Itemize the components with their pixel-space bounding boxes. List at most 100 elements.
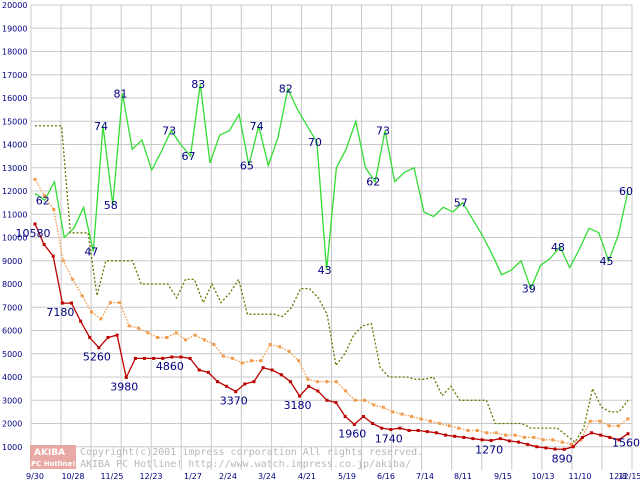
series-point-3 <box>325 398 329 402</box>
y-tick-label: 13000 <box>2 164 27 173</box>
x-tick-label: 6/16 <box>377 472 395 480</box>
akiba-logo-top: AKIBA <box>34 448 65 458</box>
series-point-2 <box>202 338 206 342</box>
series-point-2 <box>551 438 555 442</box>
series-point-3 <box>179 355 183 359</box>
data-label: 62 <box>366 176 380 189</box>
series-point-3 <box>462 435 466 439</box>
x-tick-label: 12/15 <box>618 472 640 480</box>
series-point-2 <box>560 440 564 444</box>
series-point-2 <box>372 403 376 407</box>
series-point-3 <box>79 319 83 323</box>
y-tick-label: 8000 <box>2 280 22 289</box>
series-point-2 <box>541 438 545 442</box>
series-point-3 <box>69 301 73 305</box>
series-point-2 <box>588 419 592 423</box>
series-point-2 <box>494 431 498 435</box>
series-point-3 <box>288 380 292 384</box>
series-point-2 <box>475 428 479 432</box>
series-line-1 <box>35 125 629 444</box>
series-point-2 <box>127 324 131 328</box>
data-label: 3370 <box>220 395 248 408</box>
series-point-2 <box>381 405 385 409</box>
series-point-3 <box>626 432 630 436</box>
y-tick-label: 19000 <box>2 24 27 33</box>
series-point-2 <box>42 194 46 198</box>
chart-data-labels: 62 47 74 58 81 73 67 83 65 74 82 70 43 62 73 57 39 48 45 60… <box>16 78 640 465</box>
data-label: 5260 <box>83 351 111 364</box>
series-point-2 <box>146 331 150 335</box>
series-point-3 <box>60 301 64 305</box>
akiba-logo-bottom: PC Hotline! <box>31 460 75 468</box>
series-point-3 <box>498 437 502 441</box>
y-tick-label: 2000 <box>2 420 22 429</box>
y-tick-label: 9000 <box>2 257 22 266</box>
y-tick-label: 4000 <box>2 373 22 382</box>
data-label: 73 <box>162 125 176 138</box>
series-point-3 <box>215 380 219 384</box>
y-tick-label: 16000 <box>2 94 27 103</box>
series-point-3 <box>526 442 530 446</box>
data-label: 62 <box>36 194 50 207</box>
series-point-3 <box>599 433 603 437</box>
data-label: 65 <box>240 159 254 172</box>
data-label: 10580 <box>16 227 51 240</box>
series-line-2 <box>34 179 629 446</box>
data-label: 43 <box>318 264 332 277</box>
series-point-2 <box>447 424 451 428</box>
series-point-2 <box>626 417 630 421</box>
data-label: 890 <box>552 452 573 465</box>
site-url-line: AKIBA PC Hotline! http://www.watch.impre… <box>80 459 411 470</box>
series-point-2 <box>231 356 235 360</box>
series-point-2 <box>278 345 282 349</box>
x-tick-label: 11/10 <box>568 472 591 480</box>
data-label: 83 <box>191 78 205 91</box>
data-label: 81 <box>113 87 127 100</box>
data-label: 1560 <box>612 437 640 450</box>
y-tick-label: 15000 <box>2 117 27 126</box>
series-point-2 <box>89 310 93 314</box>
series-point-3 <box>553 447 557 451</box>
x-tick-label: 10/13 <box>531 472 554 480</box>
series-point-3 <box>617 438 621 442</box>
series-point-3 <box>133 356 137 360</box>
y-tick-label: 14000 <box>2 141 27 150</box>
series-point-3 <box>252 380 256 384</box>
y-tick-label: 18000 <box>2 48 27 57</box>
series-point-2 <box>137 326 141 330</box>
series-point-3 <box>115 333 119 337</box>
series-point-2 <box>155 335 159 339</box>
series-point-2 <box>522 435 526 439</box>
series-point-3 <box>152 356 156 360</box>
data-label: 7180 <box>46 306 74 319</box>
series-point-3 <box>453 434 457 438</box>
series-point-2 <box>99 317 103 321</box>
series-point-2 <box>344 389 348 393</box>
y-tick-label: 5000 <box>2 350 22 359</box>
y-tick-label: 11000 <box>2 210 27 219</box>
series-point-3 <box>434 431 438 435</box>
series-point-2 <box>71 277 75 281</box>
series-point-3 <box>334 401 338 405</box>
series-point-2 <box>504 433 508 437</box>
series-point-3 <box>206 370 210 374</box>
data-label: 3180 <box>284 399 312 412</box>
series-point-2 <box>212 342 216 346</box>
data-label: 74 <box>250 120 264 133</box>
x-tick-label: 1/27 <box>184 472 202 480</box>
data-label: 57 <box>454 197 468 210</box>
data-label: 45 <box>600 255 614 268</box>
series-point-3 <box>225 384 229 388</box>
series-point-2 <box>466 428 470 432</box>
series-point-3 <box>580 435 584 439</box>
series-point-2 <box>306 377 310 381</box>
x-tick-label: 2/24 <box>219 472 237 480</box>
series-point-3 <box>88 335 92 339</box>
series-point-2 <box>334 380 338 384</box>
copyright-watermark: AKIBA PC Hotline! Copyright(c)2001 impre… <box>30 445 423 470</box>
data-label: 70 <box>308 136 322 149</box>
series-point-2 <box>362 398 366 402</box>
series-point-2 <box>428 419 432 423</box>
y-tick-label: 12000 <box>2 187 27 196</box>
series-point-2 <box>419 417 423 421</box>
